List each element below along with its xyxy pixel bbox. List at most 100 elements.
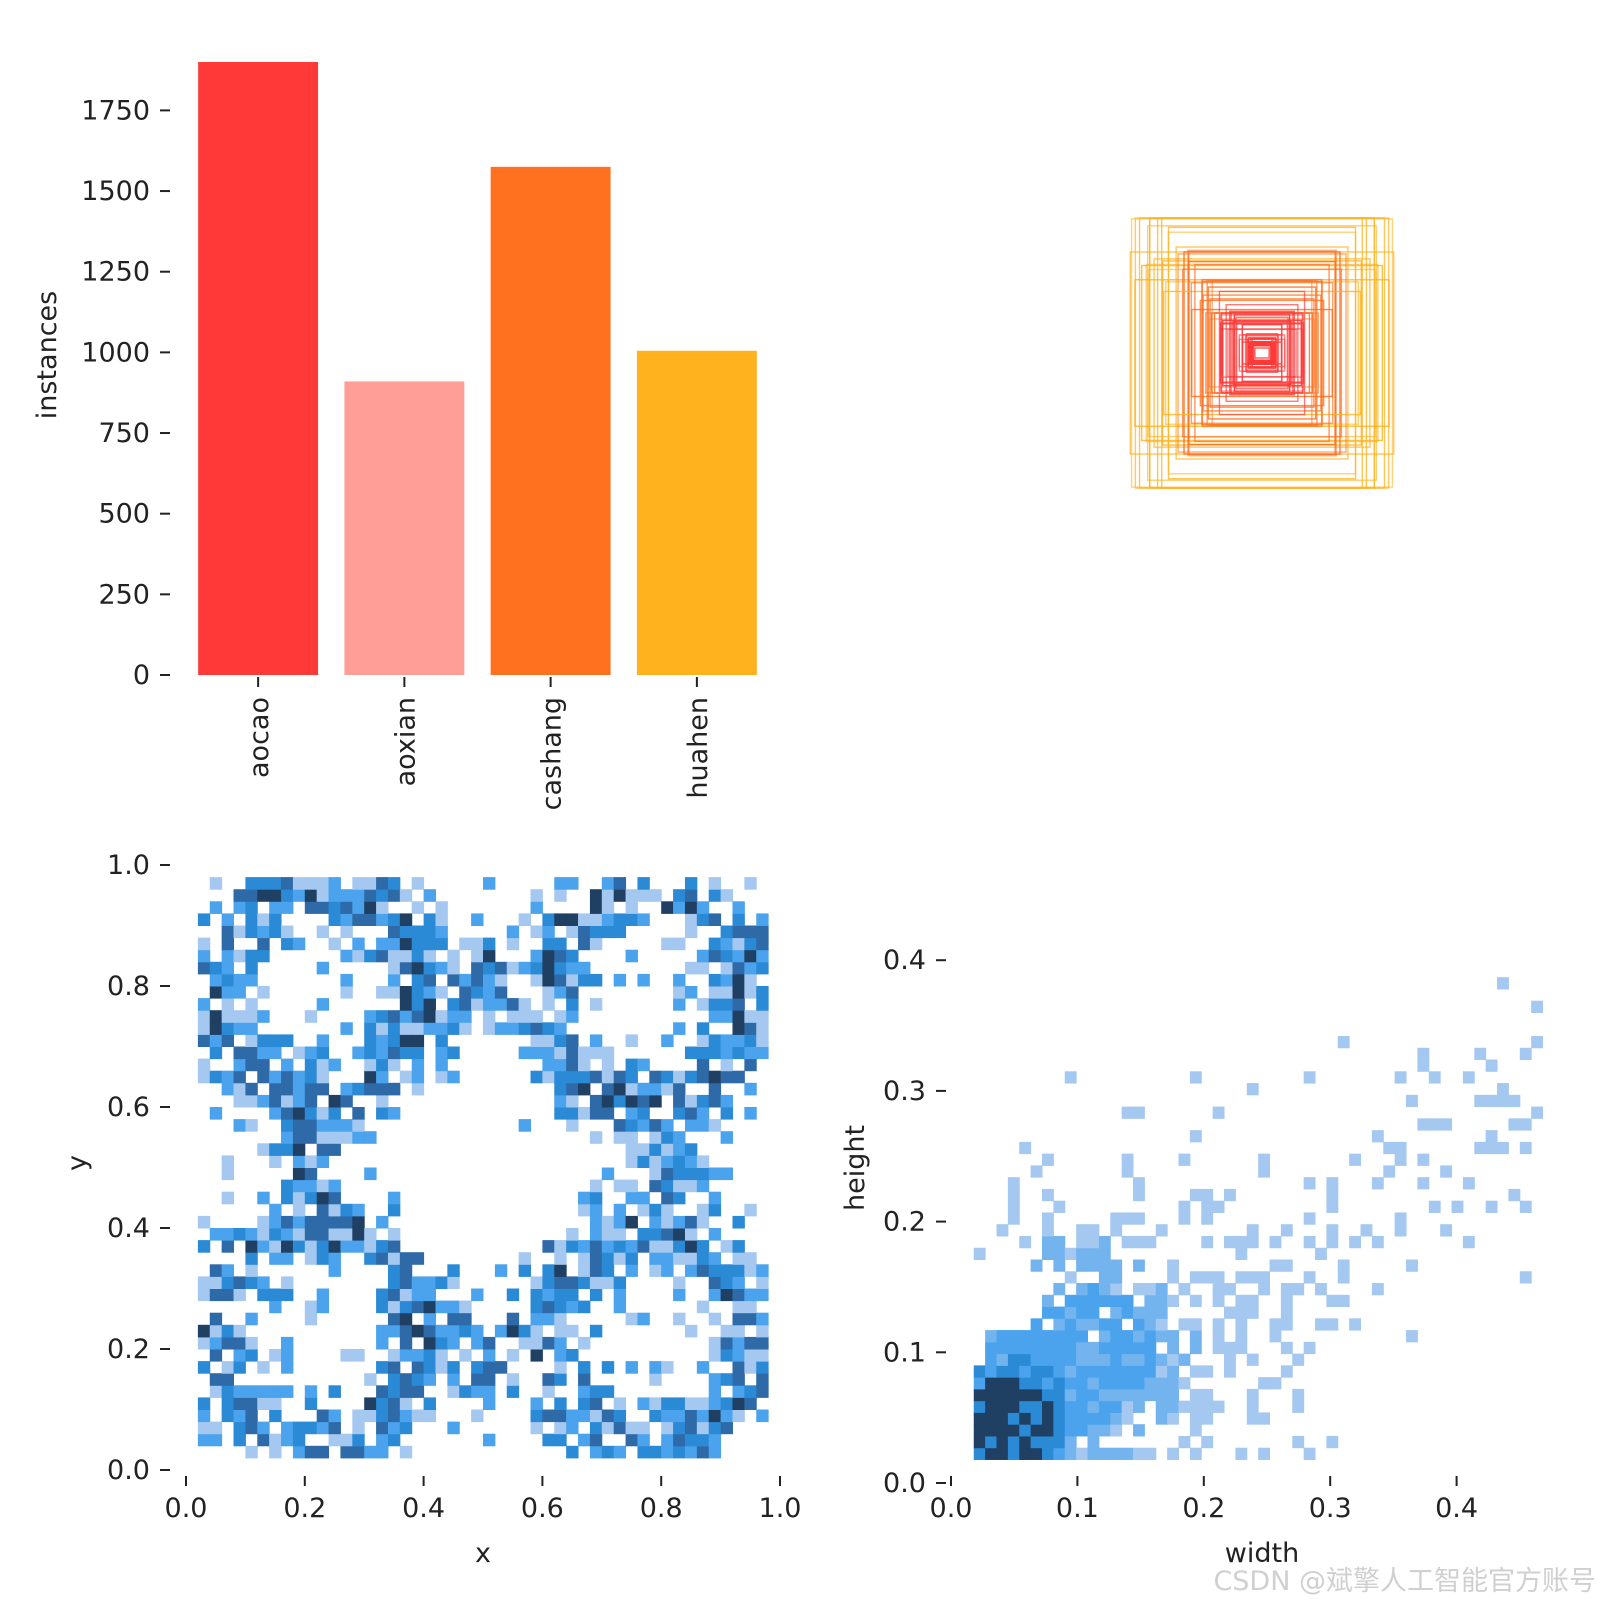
heatmap-cell [589, 1240, 603, 1253]
heatmap-cell [542, 1070, 555, 1084]
heatmap-cell [542, 1276, 555, 1289]
heatmap-cell [245, 1385, 258, 1398]
heatmap-cell [399, 1336, 413, 1350]
heatmap-cell [423, 998, 436, 1011]
heatmap-cell [696, 1046, 710, 1060]
heatmap-cell [1042, 1400, 1054, 1413]
heatmap-cell [1189, 1341, 1202, 1355]
heatmap-cell [673, 1433, 686, 1447]
heatmap-cell [316, 1203, 330, 1217]
heatmap-cell [1121, 1294, 1134, 1308]
heatmap-cell [447, 1324, 460, 1338]
y-tick-label: 0.0 [883, 1468, 926, 1499]
heatmap-cell [744, 1034, 757, 1047]
heatmap-cell [720, 1276, 733, 1289]
heatmap-cell [269, 1445, 282, 1459]
heatmap-cell [352, 1119, 365, 1132]
heatmap-cell [1303, 1271, 1316, 1284]
heatmap-cell [245, 925, 258, 939]
x-tick-label: aoxian [390, 697, 421, 786]
heatmap-cell [756, 1034, 769, 1047]
heatmap-cell [1064, 1388, 1077, 1402]
heatmap-cell [756, 1349, 769, 1362]
heatmap-cell [625, 1143, 638, 1156]
heatmap-cell [233, 1361, 246, 1374]
heatmap-cell [1133, 1318, 1145, 1331]
heatmap-cell [684, 1143, 698, 1156]
heatmap-cell [233, 1324, 246, 1338]
heatmap-cell [1087, 1447, 1100, 1460]
heatmap-cell [340, 913, 353, 926]
heatmap-cell [1019, 1341, 1032, 1355]
heatmap-cell [316, 1058, 330, 1072]
heatmap-cell [387, 1276, 401, 1289]
heatmap-cell [996, 1377, 1009, 1390]
heatmap-cell [1053, 1200, 1066, 1213]
heatmap-cell [387, 1264, 401, 1277]
heatmap-cell [684, 1324, 698, 1338]
heatmap-cell [1064, 1412, 1077, 1425]
heatmap-cell [1064, 1377, 1077, 1390]
heatmap-cell [1042, 1306, 1054, 1319]
heatmap-cell [257, 949, 270, 963]
heatmap-cell [542, 1288, 555, 1302]
heatmap-cell [328, 1252, 341, 1265]
heatmap-cell [708, 1445, 722, 1459]
heatmap-cell [578, 1276, 591, 1289]
heatmap-cell [613, 925, 627, 939]
heatmap-cell [387, 1385, 401, 1398]
heatmap-cell [269, 1433, 282, 1447]
heatmap-cell [399, 949, 413, 963]
heatmap-cell [708, 1397, 722, 1410]
heatmap-cell [1201, 1388, 1214, 1402]
heatmap-cell [542, 1022, 555, 1035]
heatmap-cell [720, 1324, 733, 1338]
heatmap-cell [292, 1179, 306, 1193]
heatmap-cell [649, 1264, 662, 1277]
heatmap-cell [985, 1377, 998, 1390]
heatmap-cell [1042, 1388, 1054, 1402]
heatmap-cell [637, 1119, 650, 1132]
heatmap-cell [506, 1022, 520, 1035]
heatmap-cell [589, 1288, 603, 1302]
heatmap-cell [1440, 1165, 1453, 1178]
heatmap-cell [566, 913, 579, 926]
heatmap-cell [221, 1276, 235, 1289]
heatmap-cell [340, 973, 353, 987]
heatmap-cell [637, 1143, 650, 1156]
heatmap-cell [281, 937, 294, 951]
heatmap-cell [1042, 1353, 1054, 1366]
heatmap-cell [304, 1397, 318, 1410]
heatmap-cell [1110, 1283, 1123, 1296]
heatmap-cell [1144, 1306, 1157, 1319]
heatmap-cell [1224, 1235, 1236, 1249]
heatmap-cell [221, 1288, 235, 1302]
heatmap-cell [744, 1203, 757, 1217]
heatmap-cell [304, 1094, 318, 1108]
heatmap-cell [281, 901, 294, 914]
heatmap-cell [696, 1167, 710, 1181]
heatmap-cell [1155, 1224, 1168, 1237]
heatmap-cell [708, 1203, 722, 1217]
heatmap-cell [684, 913, 698, 926]
heatmap-cell [637, 877, 650, 890]
heatmap-cell [661, 1179, 674, 1193]
heatmap-cell [518, 1119, 532, 1132]
heatmap-cell [708, 1288, 722, 1302]
heatmap-cell [292, 1046, 306, 1060]
heatmap-cell [1155, 1388, 1168, 1402]
heatmap-cell [637, 1082, 650, 1096]
heatmap-cell [292, 877, 306, 890]
heatmap-cell [996, 1365, 1009, 1378]
heatmap-cell [376, 1300, 389, 1314]
heatmap-cell [673, 1143, 686, 1156]
heatmap-cell [257, 913, 270, 926]
heatmap-cell [269, 1107, 282, 1120]
x-tick-label: 0.4 [402, 1493, 445, 1524]
box-outline [1225, 304, 1299, 402]
heatmap-cell [209, 1349, 223, 1362]
heatmap-cell [1280, 1318, 1293, 1331]
box-outline [1227, 328, 1297, 378]
heatmap-cell [673, 1312, 686, 1326]
heatmap-cell [328, 1421, 341, 1435]
